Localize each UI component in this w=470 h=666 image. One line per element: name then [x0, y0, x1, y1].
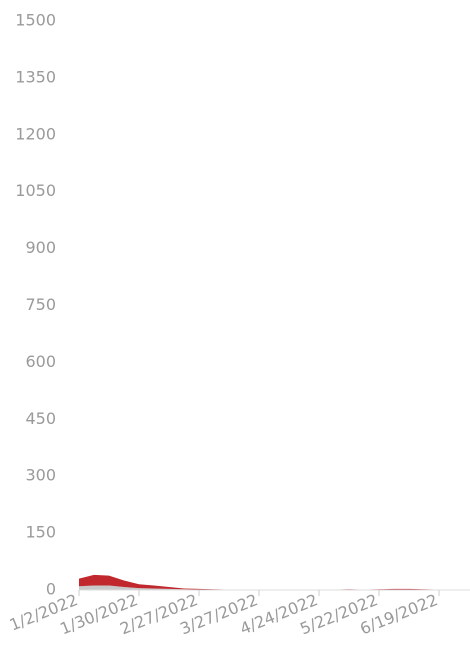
y-tick-label: 300 [25, 466, 56, 485]
y-tick-label: 600 [25, 352, 56, 371]
area [79, 574, 469, 590]
y-tick-label: 150 [25, 523, 56, 542]
y-tick-label: 0 [46, 580, 56, 599]
y-tick-label: 750 [25, 295, 56, 314]
y-tick-label: 1350 [15, 67, 56, 86]
y-tick-label: 1500 [15, 11, 56, 30]
y-tick-label: 900 [25, 238, 56, 257]
y-tick-label: 1050 [15, 181, 56, 200]
y-tick-label: 450 [25, 409, 56, 428]
y-tick-label: 1200 [15, 124, 56, 143]
